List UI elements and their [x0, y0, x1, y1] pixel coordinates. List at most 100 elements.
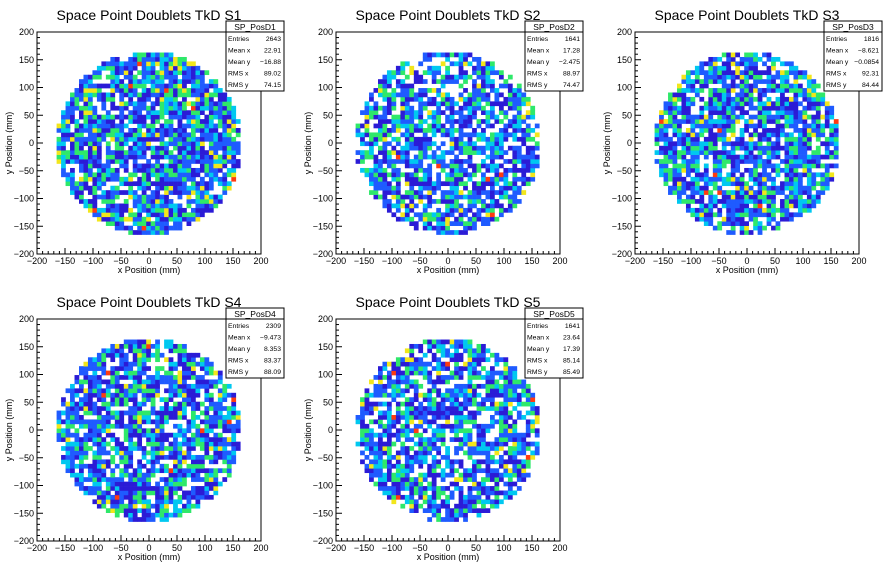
heatmap-bin	[96, 454, 102, 460]
heatmap-bin	[712, 203, 718, 209]
heatmap-bin	[789, 136, 794, 142]
heatmap-bin	[703, 154, 709, 160]
heatmap-bin	[110, 114, 116, 120]
heatmap-bin	[369, 401, 374, 407]
heatmap-bin	[382, 190, 388, 195]
heatmap-bin	[463, 145, 468, 151]
heatmap-bin	[373, 459, 379, 465]
heatmap-bin	[110, 494, 116, 500]
heatmap-bin	[168, 190, 174, 195]
heatmap-bin	[498, 176, 504, 182]
heatmap-bin	[173, 141, 178, 147]
heatmap-bin	[490, 181, 495, 187]
heatmap-bin	[173, 65, 178, 71]
heatmap-bin	[79, 446, 84, 451]
heatmap-bin	[213, 472, 219, 478]
heatmap-bin	[114, 145, 120, 151]
heatmap-bin	[404, 61, 410, 67]
heatmap-bin	[833, 163, 839, 169]
heatmap-bin	[386, 110, 392, 115]
heatmap-bin	[199, 357, 205, 363]
heatmap-bin	[481, 150, 486, 155]
heatmap-bin	[226, 101, 232, 107]
stats-box-name: SP_PosD3	[832, 22, 874, 32]
heatmap-bin	[445, 105, 450, 111]
heatmap-bin	[378, 432, 383, 438]
heatmap-bin	[757, 154, 763, 160]
heatmap-bin	[159, 490, 165, 496]
heatmap-bin	[668, 119, 673, 124]
heatmap-bin	[395, 454, 401, 460]
heatmap-bin	[476, 65, 482, 71]
heatmap-bin	[92, 450, 98, 456]
heatmap-bin	[96, 128, 102, 133]
heatmap-bin	[418, 79, 424, 84]
heatmap-bin	[119, 361, 125, 367]
heatmap-bin	[137, 477, 143, 482]
heatmap-bin	[195, 459, 201, 465]
heatmap-bin	[690, 132, 696, 138]
heatmap-bin	[463, 225, 468, 231]
stats-value: 1816	[864, 36, 879, 43]
heatmap-bin	[744, 96, 749, 102]
heatmap-bin	[672, 159, 678, 164]
heatmap-bin	[712, 79, 718, 84]
heatmap-bin	[413, 70, 419, 76]
heatmap-bin	[454, 207, 459, 213]
heatmap-bin	[721, 190, 727, 195]
heatmap-bin	[186, 454, 192, 460]
heatmap-bin	[177, 410, 183, 416]
heatmap-bin	[382, 203, 388, 209]
heatmap-bin	[467, 119, 473, 124]
heatmap-bin	[119, 203, 125, 209]
heatmap-bin	[123, 114, 129, 120]
heatmap-bin	[378, 128, 383, 133]
heatmap-bin	[775, 141, 781, 147]
heatmap-bin	[467, 105, 473, 111]
heatmap-bin	[132, 481, 138, 487]
heatmap-bin	[132, 216, 138, 222]
heatmap-bin	[155, 419, 160, 425]
heatmap-bin	[128, 145, 134, 151]
heatmap-bin	[811, 154, 817, 160]
chart-title: Space Point Doublets TkD S3	[655, 7, 840, 23]
heatmap-bin	[146, 105, 151, 111]
heatmap-bin	[204, 114, 210, 120]
heatmap-bin	[173, 392, 178, 398]
heatmap-bin	[105, 508, 111, 513]
heatmap-bin	[806, 163, 812, 169]
heatmap-bin	[168, 512, 174, 518]
heatmap-bin	[61, 110, 66, 115]
heatmap-bin	[137, 212, 143, 218]
heatmap-bin	[199, 468, 205, 474]
heatmap-bin	[222, 397, 228, 402]
heatmap-bin	[173, 221, 178, 226]
heatmap-bin	[699, 110, 705, 115]
heatmap-bin	[440, 212, 446, 218]
heatmap-bin	[177, 512, 183, 518]
heatmap-bin	[191, 383, 196, 389]
heatmap-bin	[182, 432, 187, 438]
heatmap-bin	[739, 216, 745, 222]
heatmap-bin	[739, 221, 745, 226]
heatmap-bin	[83, 432, 89, 438]
heatmap-bin	[217, 123, 223, 129]
heatmap-bin	[173, 383, 178, 389]
heatmap-bin	[677, 190, 682, 195]
heatmap-bin	[378, 79, 383, 84]
heatmap-bin	[699, 176, 705, 182]
heatmap-bin	[699, 119, 705, 124]
heatmap-bin	[74, 410, 80, 416]
heatmap-bin	[431, 96, 437, 102]
heatmap-bin	[226, 159, 232, 164]
heatmap-bin	[512, 114, 518, 120]
heatmap-bin	[141, 508, 147, 513]
heatmap-bin	[83, 199, 89, 204]
heatmap-bin	[177, 212, 183, 218]
heatmap-bin	[119, 366, 125, 371]
heatmap-bin	[815, 83, 821, 89]
heatmap-bin	[128, 83, 134, 89]
heatmap-bin	[164, 194, 169, 200]
heatmap-bin	[173, 459, 178, 465]
